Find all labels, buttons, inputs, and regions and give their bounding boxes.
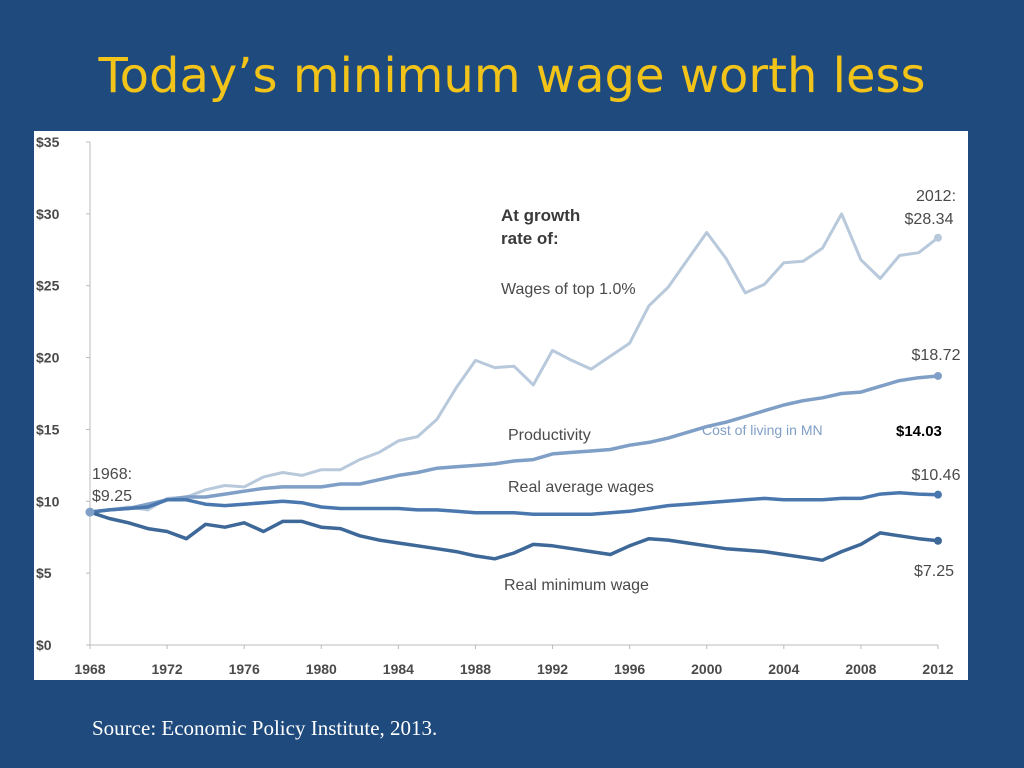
start-point	[85, 507, 95, 517]
series-label-min: Real minimum wage	[504, 577, 649, 594]
end-point-min_wage	[934, 536, 942, 545]
x-tick-label: 1980	[306, 661, 337, 677]
y-tick-label: $0	[36, 637, 52, 653]
series-line-avg_wage	[89, 490, 939, 516]
chart-points	[85, 233, 942, 545]
y-tick-label: $20	[36, 350, 60, 366]
end-label-top1-value: $28.34	[905, 211, 954, 228]
end-label-top1-year: 2012:	[916, 188, 956, 205]
heading-line-1: At growth	[501, 206, 580, 225]
chart-lines	[89, 212, 939, 562]
y-tick-label: $25	[36, 278, 60, 294]
end-label-avg: $10.46	[912, 467, 961, 484]
x-tick-label: 1984	[383, 661, 414, 677]
y-tick-label: $15	[36, 421, 60, 437]
x-tick-label: 1976	[229, 661, 260, 677]
series-line-top1	[89, 212, 939, 514]
x-tick-label: 2004	[768, 661, 799, 677]
x-tick-label: 2008	[845, 661, 876, 677]
series-label-productivity: Productivity	[508, 427, 591, 444]
series-line-productivity	[89, 374, 939, 514]
end-point-productivity	[934, 371, 942, 380]
x-tick-label: 1972	[152, 661, 183, 677]
y-tick-label: $5	[36, 565, 52, 581]
x-tick-label: 1996	[614, 661, 645, 677]
x-tick-label: 1992	[537, 661, 568, 677]
slide-title: Today’s minimum wage worth less	[98, 48, 926, 104]
chart-axes: $0 $5 $10 $15 $20 $25 $30 $35 1968 1972 1976 1980 19…	[36, 134, 954, 677]
cost-of-living-value: $14.03	[896, 423, 942, 440]
series-label-avg: Real average wages	[508, 479, 654, 496]
x-tick-label: 1988	[460, 661, 491, 677]
end-label-min: $7.25	[914, 563, 954, 580]
cost-of-living-label: Cost of living in MN	[702, 422, 823, 438]
heading-line-2: rate of:	[501, 229, 559, 248]
y-tick-label: $30	[36, 206, 60, 222]
chart-panel: $0 $5 $10 $15 $20 $25 $30 $35 1968 1972 1976 1980 19…	[34, 131, 968, 680]
series-line-min_wage	[89, 510, 939, 562]
end-point-top1	[934, 233, 942, 242]
start-label-value: $9.25	[92, 488, 132, 505]
y-tick-label: $10	[36, 493, 60, 509]
wage-growth-chart: $0 $5 $10 $15 $20 $25 $30 $35 1968 1972 1976 1980 19…	[36, 134, 961, 677]
y-tick-label: $35	[36, 134, 60, 150]
series-label-top1: Wages of top 1.0%	[501, 281, 636, 298]
source-citation: Source: Economic Policy Institute, 2013.	[92, 716, 438, 740]
x-tick-label: 1968	[74, 661, 105, 677]
x-tick-label: 2012	[922, 661, 953, 677]
end-label-productivity: $18.72	[912, 347, 961, 364]
start-label-year: 1968:	[92, 466, 132, 483]
x-tick-label: 2000	[691, 661, 722, 677]
chart-labels: 1968: $9.25 At growth rate of: Wages of top …	[92, 188, 961, 594]
end-point-avg_wage	[934, 490, 942, 499]
